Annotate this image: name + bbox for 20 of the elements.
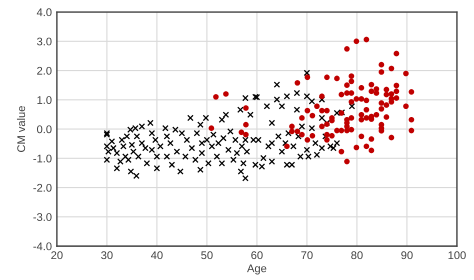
x-tick-label: 50 <box>201 251 213 260</box>
x-axis-title: Age <box>247 264 266 274</box>
y-tick-label: -2.0 <box>33 184 52 192</box>
x-tick-label: 80 <box>351 251 363 260</box>
y-tick-label: 3.0 <box>37 38 52 46</box>
y-tick-label: 1.0 <box>37 96 52 104</box>
y-tick-label: 4.0 <box>36 8 52 16</box>
y-tick-label: -1.0 <box>33 154 52 162</box>
x-tick-label: 20 <box>51 251 63 260</box>
x-tick-label: 30 <box>101 251 113 260</box>
y-tick-label: -4.0 <box>33 242 52 250</box>
y-tick-label: 0.0 <box>37 125 52 134</box>
x-tick-label: 70 <box>301 251 313 260</box>
x-tick-label: 60 <box>251 251 263 260</box>
y-tick-label: 2.0 <box>37 66 52 75</box>
y-axis-title: CM value <box>16 106 26 152</box>
x-tick-label: 40 <box>150 251 163 260</box>
y-tick-label: -3.0 <box>33 213 52 221</box>
x-tick-label: 100 <box>448 251 466 260</box>
x-tick-label: 90 <box>401 251 413 260</box>
